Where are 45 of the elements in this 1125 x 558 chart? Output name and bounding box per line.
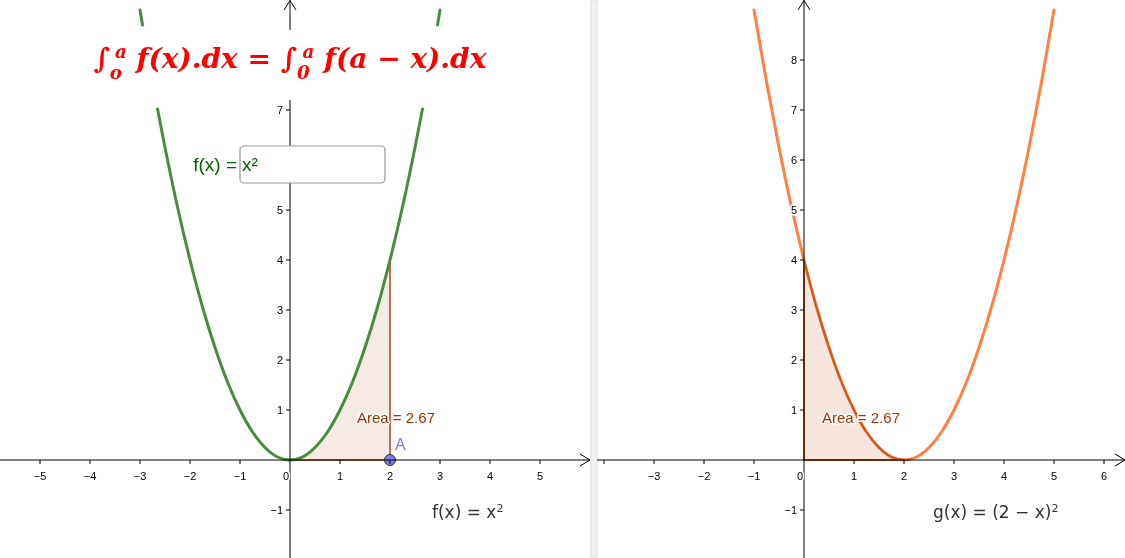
annotation: Area = 2.67 [357, 409, 435, 427]
x-tick-label: 0 [796, 470, 804, 482]
x-tick-label: −4 [83, 470, 97, 482]
x-tick-label: 4 [1000, 470, 1008, 482]
y-tick-label: −1 [270, 503, 283, 516]
x-tick-label: −1 [233, 470, 247, 482]
y-tick-label: 4 [276, 253, 283, 266]
y-tick-label: 3 [276, 303, 283, 316]
x-tick-label: −3 [647, 470, 661, 482]
y-tick-label: 7 [276, 103, 283, 116]
y-tick-label: −1 [784, 503, 797, 516]
x-tick-label: −3 [133, 470, 147, 482]
y-tick-label: 5 [276, 203, 283, 216]
x-tick-label: 6 [1100, 470, 1108, 482]
text: ∫$_{o}$$^{a}$ f(x).dx = ∫$_{0}$$^{a}$ f(a − x).dx [93, 40, 487, 82]
x-tick-label: −5 [33, 470, 47, 482]
y-tick-label: 2 [276, 353, 283, 366]
y-tick-label: 4 [790, 253, 797, 266]
x-tick-label: 5 [536, 470, 544, 482]
y-tick-label: 7 [790, 103, 797, 116]
x-tick-label: −2 [183, 470, 197, 482]
x-tick-label: 1 [336, 470, 344, 482]
line-series [752, 8, 1056, 462]
x-tick-label: −1 [747, 470, 761, 482]
annotation: g(x) = (2 − x)$^{2}$ [933, 501, 1059, 523]
x-tick-label: 2 [386, 470, 394, 482]
x-tick-label: 5 [1050, 470, 1058, 482]
annotation: f(x) = x$^{2}$ [432, 501, 504, 522]
x-tick-label: 2 [900, 470, 908, 482]
x-tick-label: 3 [950, 470, 958, 482]
y-tick-label: 1 [790, 403, 797, 416]
y-tick-label: 3 [790, 303, 797, 316]
x-tick-label: 4 [486, 470, 494, 482]
annotation: Area = 2.67 [822, 409, 900, 427]
y-tick-label: 2 [790, 353, 797, 366]
y-tick-label: 6 [790, 153, 797, 166]
annotation: f(x) = [193, 154, 237, 176]
series-label: A [395, 436, 406, 453]
x-tick-label: 1 [850, 470, 858, 482]
x-tick-label: −2 [697, 470, 711, 482]
annotation: x² [242, 154, 258, 176]
y-tick-label: 8 [790, 53, 797, 66]
x-tick-label: 3 [436, 470, 444, 482]
y-tick-label: 1 [276, 403, 283, 416]
x-tick-label: 0 [282, 470, 290, 482]
